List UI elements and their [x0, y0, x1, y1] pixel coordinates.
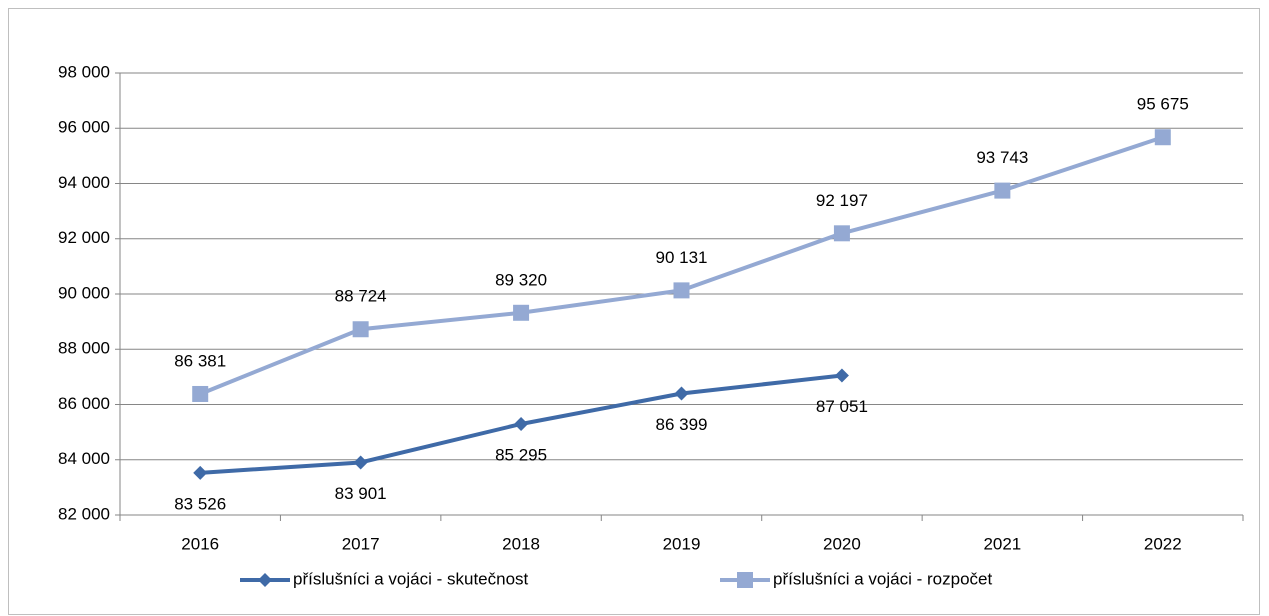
data-label: 93 743: [976, 148, 1028, 167]
y-tick-label: 90 000: [58, 283, 110, 302]
legend-marker: [737, 572, 753, 588]
chart-frame: [8, 8, 1260, 615]
data-label: 85 295: [495, 445, 547, 464]
data-point: [192, 385, 209, 402]
data-point: [353, 455, 368, 470]
data-point: [834, 368, 849, 383]
data-label: 87 051: [816, 397, 868, 416]
y-tick-label: 92 000: [58, 228, 110, 247]
x-tick-label: 2017: [342, 534, 380, 553]
y-tick-label: 88 000: [58, 339, 110, 358]
legend-label: příslušníci a vojáci - skutečnost: [293, 569, 529, 588]
x-tick-label: 2020: [823, 534, 861, 553]
data-label: 95 675: [1137, 95, 1189, 114]
data-label: 90 131: [656, 248, 708, 267]
data-point: [352, 321, 369, 338]
x-tick-label: 2016: [181, 534, 219, 553]
x-tick-label: 2019: [663, 534, 701, 553]
y-tick-label: 82 000: [58, 504, 110, 523]
data-point: [674, 386, 689, 401]
x-tick-label: 2022: [1144, 534, 1182, 553]
x-tick-label: 2021: [983, 534, 1021, 553]
data-point: [193, 465, 208, 480]
y-tick-label: 94 000: [58, 173, 110, 192]
data-label: 86 381: [174, 351, 226, 370]
y-tick-label: 98 000: [58, 62, 110, 81]
data-point: [514, 416, 529, 431]
x-tick-label: 2018: [502, 534, 540, 553]
data-label: 86 399: [656, 415, 708, 434]
data-label: 88 724: [335, 287, 387, 306]
y-tick-label: 84 000: [58, 449, 110, 468]
data-label: 83 526: [174, 494, 226, 513]
data-label: 83 901: [335, 484, 387, 503]
legend-marker: [258, 573, 272, 587]
y-tick-label: 96 000: [58, 118, 110, 137]
data-point: [513, 304, 530, 321]
y-tick-label: 86 000: [58, 394, 110, 413]
legend-label: příslušníci a vojáci - rozpočet: [773, 569, 992, 588]
data-point: [994, 182, 1011, 199]
data-point: [833, 225, 850, 242]
data-label: 92 197: [816, 191, 868, 210]
data-point: [673, 282, 690, 299]
data-label: 89 320: [495, 270, 547, 289]
data-point: [1154, 129, 1171, 146]
